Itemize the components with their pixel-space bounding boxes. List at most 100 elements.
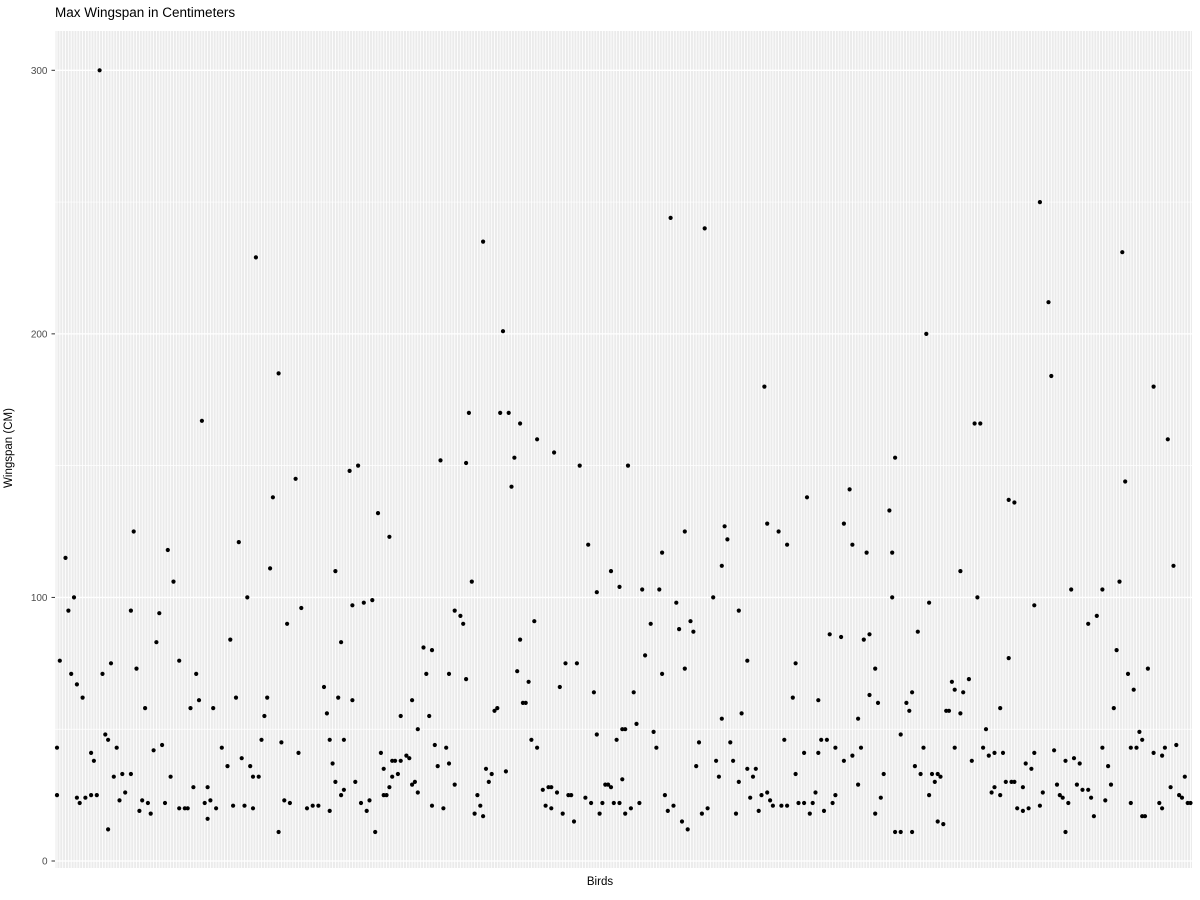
data-point	[398, 758, 403, 763]
data-point	[1125, 671, 1131, 677]
data-point	[821, 808, 827, 814]
data-point	[946, 708, 952, 713]
data-point	[620, 777, 625, 782]
data-point	[503, 769, 508, 774]
data-point	[873, 811, 878, 816]
data-point	[94, 793, 99, 798]
data-point	[986, 753, 991, 758]
data-point	[790, 695, 795, 700]
data-point	[665, 808, 670, 814]
data-point	[276, 829, 281, 835]
y-tick-label: 100	[31, 593, 48, 604]
data-point	[1123, 479, 1128, 484]
data-point	[1145, 666, 1150, 671]
data-point	[373, 829, 378, 835]
data-point	[557, 684, 562, 690]
data-point	[137, 808, 142, 814]
data-point	[819, 737, 824, 742]
data-point	[881, 771, 886, 777]
data-point	[1054, 782, 1060, 787]
data-point	[97, 68, 102, 73]
data-point	[1089, 795, 1094, 800]
data-point	[282, 798, 287, 803]
data-point	[998, 793, 1003, 798]
data-point	[927, 600, 932, 605]
data-point	[339, 793, 344, 798]
data-point	[57, 658, 62, 663]
data-point	[293, 476, 298, 481]
data-point	[140, 798, 145, 803]
data-point	[489, 771, 494, 777]
data-point	[327, 737, 332, 742]
data-point	[898, 732, 903, 737]
data-point	[736, 608, 741, 613]
data-point	[699, 811, 705, 816]
data-point	[330, 761, 335, 766]
data-point	[935, 819, 940, 824]
data-point	[705, 806, 710, 811]
data-point	[543, 803, 548, 808]
data-point	[106, 827, 111, 832]
data-point	[992, 750, 997, 756]
data-point	[80, 695, 85, 700]
data-point	[594, 590, 599, 595]
data-point	[981, 745, 986, 750]
data-point	[63, 555, 68, 561]
data-point	[518, 637, 523, 642]
data-point	[793, 771, 798, 777]
data-point	[966, 677, 972, 682]
data-point	[268, 566, 273, 571]
data-point	[188, 706, 193, 711]
data-point	[532, 619, 537, 624]
data-point	[177, 806, 182, 811]
data-point	[952, 687, 957, 692]
data-point	[915, 629, 920, 634]
data-point	[310, 803, 315, 808]
data-point	[594, 732, 599, 737]
data-point	[833, 793, 838, 798]
data-point	[458, 613, 463, 619]
data-point	[1037, 200, 1042, 205]
data-point	[177, 658, 182, 663]
data-point	[924, 331, 929, 336]
data-point	[415, 790, 420, 795]
data-point	[1094, 613, 1099, 619]
data-point	[694, 764, 699, 769]
data-point	[219, 745, 224, 750]
data-point	[481, 239, 486, 244]
data-point	[1066, 800, 1071, 806]
data-point	[728, 740, 733, 745]
data-point	[387, 785, 392, 790]
data-point	[748, 795, 753, 800]
data-point	[424, 671, 429, 677]
data-point	[1069, 587, 1074, 592]
data-point	[54, 793, 60, 798]
data-point	[375, 510, 381, 516]
data-point	[907, 708, 912, 713]
data-point	[438, 458, 443, 463]
data-point	[387, 534, 392, 539]
data-point	[756, 808, 761, 814]
data-point	[762, 384, 767, 389]
data-point	[873, 666, 878, 671]
data-point	[688, 619, 693, 624]
data-point	[128, 608, 133, 613]
data-point	[245, 595, 250, 600]
data-point	[253, 255, 258, 260]
data-point	[677, 627, 682, 632]
data-point	[935, 771, 940, 777]
data-point	[841, 521, 847, 526]
data-point	[91, 758, 96, 763]
data-point	[929, 771, 935, 777]
data-point	[523, 700, 528, 706]
data-point	[429, 648, 435, 653]
data-point	[469, 579, 474, 584]
data-point	[841, 758, 847, 763]
data-point	[1009, 779, 1014, 785]
data-point	[628, 806, 634, 811]
data-point	[427, 713, 432, 719]
data-point	[1182, 774, 1187, 779]
data-point	[498, 410, 503, 415]
